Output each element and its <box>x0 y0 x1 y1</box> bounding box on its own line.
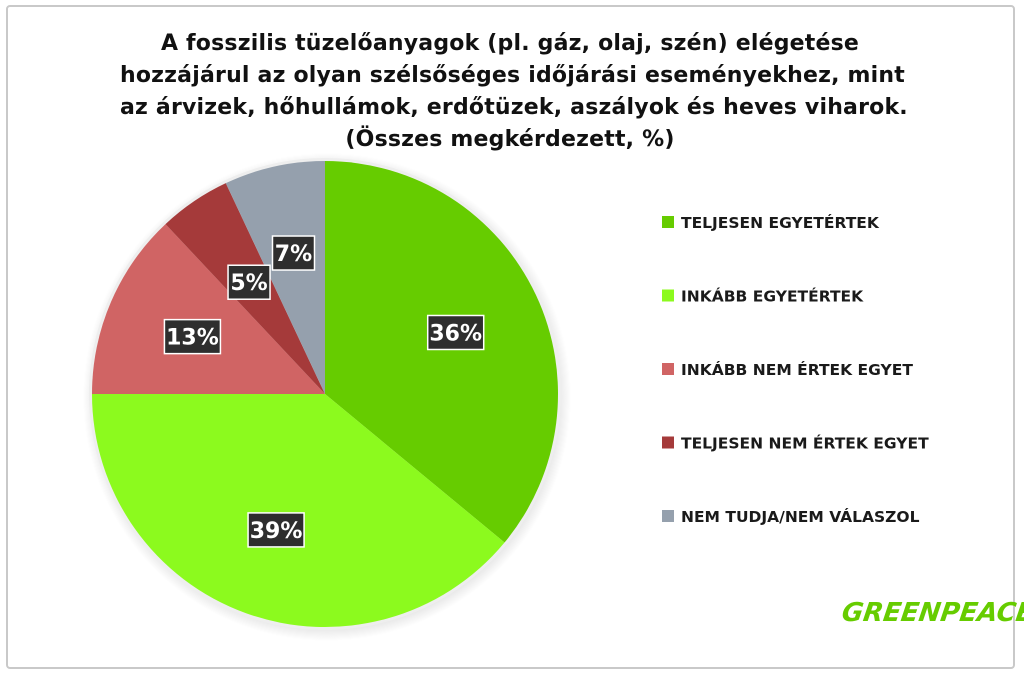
data-label-5: 7% <box>275 242 312 267</box>
data-label-box-4 <box>227 264 271 300</box>
data-label-box-5 <box>271 235 316 271</box>
data-label-2: 39% <box>250 519 303 544</box>
legend-label-4: TELJESEN NEM ÉRTEK EGYET <box>681 434 929 453</box>
legend-swatch-4 <box>662 436 674 449</box>
pie-slice-5 <box>225 161 325 394</box>
pie-data-labels: 36% 39% 13% 5% 7% <box>163 235 485 548</box>
legend-label-3: INKÁBB NEM ÉRTEK EGYET <box>681 360 913 379</box>
chart-title-line-3: az árvizek, hőhullámok, erdőtüzek, aszál… <box>120 95 908 120</box>
data-label-box-3 <box>163 318 222 355</box>
pie-slices <box>92 161 558 627</box>
data-label-box-1 <box>426 314 485 351</box>
pie-slice-1 <box>325 161 558 543</box>
legend-swatch-2 <box>662 289 674 302</box>
chart-title-line-4: (Összes megkérdezett, %) <box>345 127 675 152</box>
chart-title-line-1: A fosszilis tüzelőanyagok (pl. gáz, olaj… <box>160 31 860 56</box>
legend-swatch-3 <box>662 363 674 375</box>
pie-slice-3 <box>92 224 325 394</box>
chart-title: A fosszilis tüzelőanyagok (pl. gáz, olaj… <box>120 28 908 156</box>
data-label-box-2 <box>247 512 305 548</box>
legend-swatch-5 <box>662 510 674 522</box>
legend-label-1: TELJESEN EGYETÉRTEK <box>681 213 880 232</box>
legend-label-2: INKÁBB EGYETÉRTEK <box>681 287 864 306</box>
greenpeace-logo: GREENPEACE <box>839 598 1024 628</box>
legend: TELJESEN EGYETÉRTEK INKÁBB EGYETÉRTEK INKÁ… <box>662 213 929 526</box>
legend-label-5: NEM TUDJA/NEM VÁLASZOL <box>681 507 920 526</box>
data-label-3: 13% <box>166 326 219 351</box>
data-label-4: 5% <box>230 271 267 296</box>
legend-swatch-1 <box>662 216 674 228</box>
data-label-1: 36% <box>429 321 482 346</box>
chart-title-line-2: hozzájárul az olyan szélsőséges időjárás… <box>120 63 905 88</box>
pie-slice-2 <box>92 394 505 627</box>
